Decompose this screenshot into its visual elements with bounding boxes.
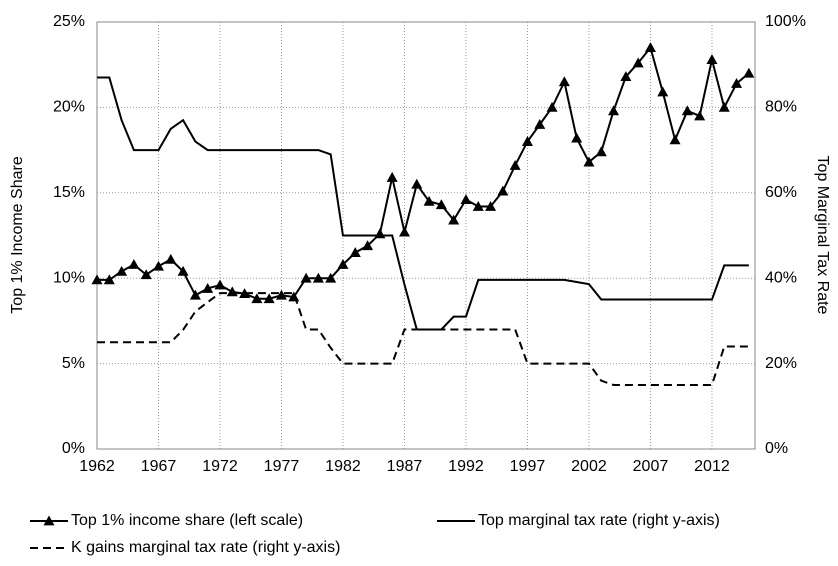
data-point xyxy=(460,194,472,205)
data-point xyxy=(140,269,152,280)
y2-tick-label: 20% xyxy=(765,355,797,372)
x-tick-label: 1987 xyxy=(387,458,423,475)
data-point xyxy=(595,146,607,157)
y-tick-label: 20% xyxy=(53,99,85,116)
data-point xyxy=(509,159,521,170)
data-point xyxy=(300,272,312,283)
data-point xyxy=(521,136,533,146)
data-point xyxy=(177,265,189,276)
data-point xyxy=(583,156,595,167)
x-tick-label: 1982 xyxy=(325,458,361,475)
data-point xyxy=(731,77,743,88)
data-point xyxy=(165,253,177,264)
data-point xyxy=(681,105,693,116)
data-point xyxy=(349,247,361,257)
data-point xyxy=(472,200,484,211)
data-point xyxy=(251,293,263,304)
data-point xyxy=(362,240,374,251)
x-tick-label: 2012 xyxy=(694,458,730,475)
y-tick-label: 0% xyxy=(62,440,85,457)
data-point xyxy=(558,76,570,87)
data-point xyxy=(657,86,669,97)
x-tick-label: 2007 xyxy=(633,458,669,475)
x-tick-label: 1997 xyxy=(510,458,546,475)
data-point xyxy=(571,132,583,143)
data-point xyxy=(239,288,251,298)
data-point xyxy=(620,71,632,82)
x-tick-label: 2002 xyxy=(571,458,607,475)
y2-tick-label: 100% xyxy=(765,13,806,30)
data-point xyxy=(435,199,447,210)
y2-tick-label: 40% xyxy=(765,269,797,286)
data-point xyxy=(706,54,718,64)
y-tick-label: 15% xyxy=(53,184,85,201)
y2-axis-label: Top Marginal Tax Rate xyxy=(814,156,831,315)
data-point xyxy=(411,178,423,189)
data-point xyxy=(423,195,435,206)
data-point xyxy=(312,272,324,283)
data-point xyxy=(386,171,398,182)
data-point xyxy=(497,185,509,196)
x-tick-label: 1972 xyxy=(202,458,238,475)
legend-label: Top 1% income share (left scale) xyxy=(71,512,303,529)
data-point xyxy=(214,279,226,290)
data-point xyxy=(546,101,558,112)
legend-label: Top marginal tax rate (right y-axis) xyxy=(478,512,720,529)
data-point xyxy=(632,57,644,68)
data-point xyxy=(485,200,497,211)
series-line xyxy=(97,45,750,300)
x-tick-label: 1977 xyxy=(264,458,300,475)
data-point xyxy=(448,214,460,225)
y2-tick-label: 0% xyxy=(765,440,788,457)
y-tick-label: 5% xyxy=(62,355,85,372)
data-point xyxy=(103,274,115,285)
data-point xyxy=(325,272,337,283)
x-tick-label: 1967 xyxy=(141,458,177,475)
data-point xyxy=(608,105,620,116)
data-point xyxy=(337,259,349,269)
legend-marker xyxy=(43,515,55,526)
data-point xyxy=(694,110,706,121)
data-point xyxy=(91,274,103,285)
series-line xyxy=(97,292,749,386)
data-point xyxy=(718,101,730,112)
data-point xyxy=(128,259,140,269)
legend-label: K gains marginal tax rate (right y-axis) xyxy=(71,539,340,556)
y-tick-label: 10% xyxy=(53,269,85,286)
data-point xyxy=(374,228,386,239)
data-point xyxy=(275,289,287,300)
data-point xyxy=(669,134,681,145)
data-point xyxy=(644,42,656,53)
data-point xyxy=(534,118,546,129)
y2-tick-label: 80% xyxy=(765,99,797,116)
series-line xyxy=(97,76,749,331)
x-tick-label: 1992 xyxy=(448,458,484,475)
data-point xyxy=(263,293,275,304)
data-point xyxy=(226,286,238,297)
data-point xyxy=(189,289,201,300)
data-point xyxy=(152,260,164,271)
y-axis-label: Top 1% Income Share xyxy=(9,156,26,314)
data-point xyxy=(743,67,755,78)
y2-tick-label: 60% xyxy=(765,184,797,201)
data-point xyxy=(398,226,410,237)
x-tick-label: 1962 xyxy=(79,458,115,475)
data-point xyxy=(202,282,214,293)
plot-border xyxy=(96,21,756,450)
y-tick-label: 25% xyxy=(53,13,85,30)
data-point xyxy=(116,265,128,276)
